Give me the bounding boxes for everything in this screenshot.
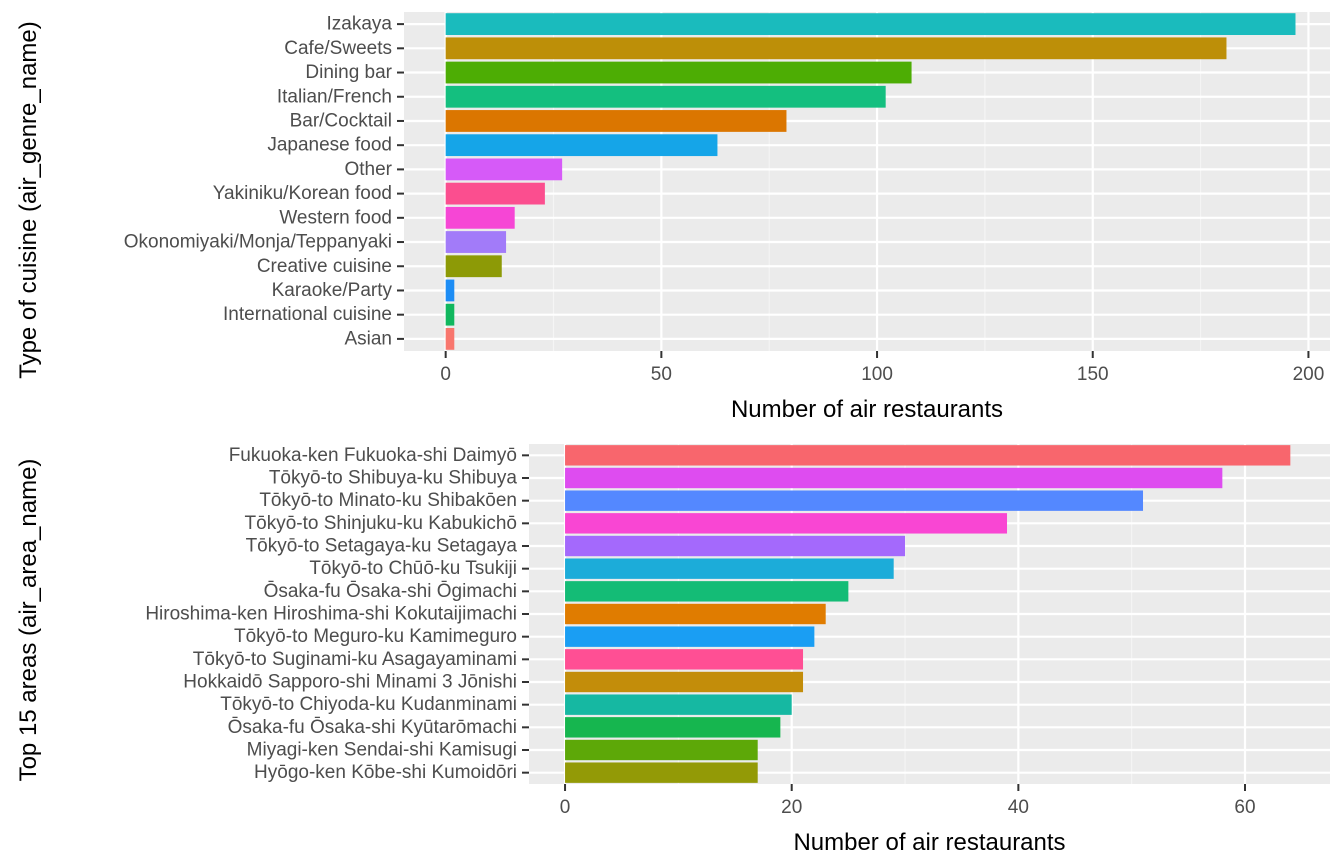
bar-8 [565, 603, 826, 625]
bar-9 [565, 626, 815, 647]
y-tick-label: Tōkyō-to Minato-ku Shibakōen [259, 490, 517, 511]
y-tick-label: Tōkyō-to Shinjuku-ku Kabukichō [245, 513, 517, 534]
chart-panel-1: Izakaya Cafe/Sweets Dining bar Italian/Fren… [15, 12, 1330, 423]
bar-12 [565, 694, 792, 715]
bar-14 [565, 739, 758, 761]
bar-8 [445, 182, 545, 205]
bar-11 [445, 255, 502, 278]
bar-7 [445, 158, 563, 181]
y-tick-label: Izakaya [327, 14, 393, 35]
bar-2 [565, 467, 1223, 489]
y-tick-label: Hokkaidō Sapporo-shi Minami 3 Jōnishi [183, 672, 517, 693]
y-tick-label: Italian/French [277, 86, 392, 107]
y-tick-label: Tōkyō-to Setagaya-ku Setagaya [246, 536, 518, 557]
x-tick-label: 50 [651, 364, 672, 385]
bar-5 [445, 110, 787, 132]
x-tick-label: 0 [440, 364, 451, 385]
x-tick-label: 60 [1234, 797, 1255, 818]
bar-3 [565, 490, 1144, 511]
bar-12 [445, 279, 455, 302]
y-axis-title: Type of cuisine (air_genre_name) [15, 21, 42, 379]
x-tick-label: 20 [781, 797, 802, 818]
y-tick-label: Bar/Cocktail [290, 110, 392, 131]
y-tick-label: Tōkyō-to Suginami-ku Asagayaminami [193, 649, 517, 670]
y-tick-label: Okonomiyaki/Monja/Teppanyaki [124, 232, 392, 253]
bar-3 [445, 61, 912, 84]
y-tick-label: Hyōgo-ken Kōbe-shi Kumoidōri [254, 762, 517, 783]
y-tick-label: Japanese food [267, 135, 392, 156]
bar-5 [565, 535, 906, 557]
y-tick-label: Fukuoka-ken Fukuoka-shi Daimyō [229, 445, 517, 466]
x-tick-label: 100 [861, 364, 893, 385]
y-tick-label: International cuisine [223, 304, 392, 325]
bar-6 [445, 134, 718, 157]
y-axis-title: Top 15 areas (air_area_name) [15, 459, 42, 782]
x-tick-label: 40 [1008, 797, 1029, 818]
bar-13 [565, 717, 781, 738]
y-tick-label: Yakiniku/Korean food [213, 183, 392, 204]
bar-6 [565, 558, 894, 579]
x-axis-title: Number of air restaurants [731, 396, 1003, 423]
y-tick-label: Hiroshima-ken Hiroshima-shi Kokutaijimac… [145, 604, 517, 625]
bar-4 [445, 85, 886, 108]
y-tick-label: Western food [279, 207, 392, 228]
bar-1 [445, 13, 1296, 36]
bar-2 [445, 37, 1227, 60]
x-tick-label: 200 [1293, 364, 1325, 385]
y-tick-label: Asian [344, 328, 392, 349]
y-tick-label: Other [344, 159, 392, 180]
y-tick-label: Ōsaka-fu Ōsaka-shi Kyūtarōmachi [228, 717, 517, 738]
y-tick-label: Ōsaka-fu Ōsaka-shi Ōgimachi [264, 581, 517, 602]
bar-15 [565, 762, 758, 783]
bar-1 [565, 445, 1291, 466]
y-tick-label: Tōkyō-to Shibuya-ku Shibuya [269, 468, 518, 489]
bar-11 [565, 671, 804, 693]
x-axis-title: Number of air restaurants [793, 829, 1065, 856]
bar-10 [445, 231, 507, 253]
x-tick-label: 0 [560, 797, 571, 818]
y-tick-label: Tōkyō-to Chiyoda-ku Kudanminami [220, 694, 517, 715]
y-tick-label: Tōkyō-to Meguro-ku Kamimeguro [234, 626, 517, 647]
y-tick-label: Tōkyō-to Chūō-ku Tsukiji [309, 558, 517, 579]
bar-14 [445, 327, 455, 350]
bar-13 [445, 303, 455, 326]
x-tick-label: 150 [1077, 364, 1109, 385]
bar-10 [565, 649, 804, 670]
bar-9 [445, 206, 515, 229]
y-tick-label: Cafe/Sweets [284, 38, 392, 59]
y-tick-label: Creative cuisine [257, 256, 392, 277]
bar-7 [565, 581, 849, 602]
y-tick-label: Karaoke/Party [272, 280, 393, 301]
bar-4 [565, 513, 1008, 534]
y-tick-label: Miyagi-ken Sendai-shi Kamisugi [247, 740, 517, 761]
y-tick-label: Dining bar [305, 62, 392, 83]
